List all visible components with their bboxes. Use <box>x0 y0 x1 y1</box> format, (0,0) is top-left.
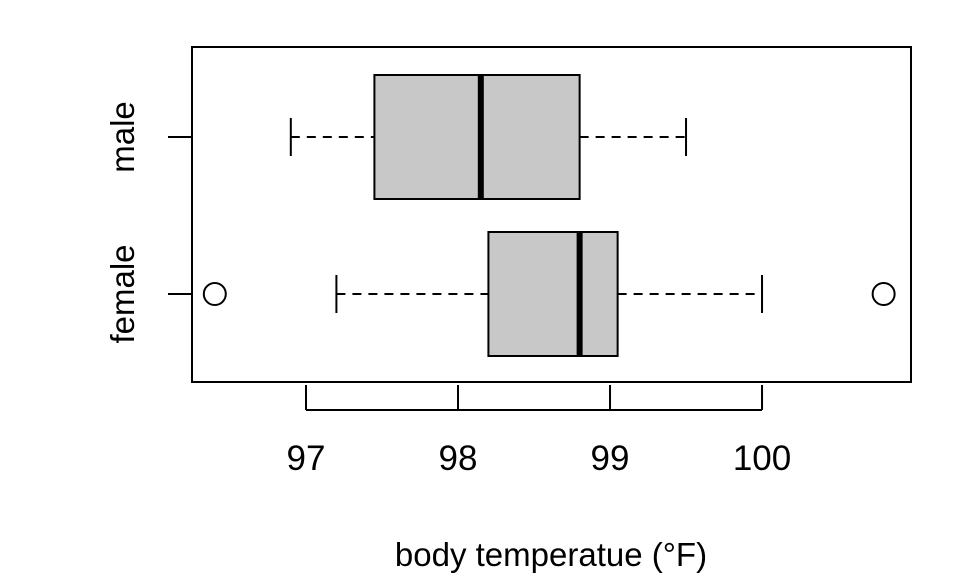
boxplot-male <box>289 74 688 200</box>
x-tick-label: 100 <box>733 439 791 478</box>
x-tick-label: 99 <box>591 439 630 478</box>
category-label-male: male <box>104 101 141 173</box>
category-label-female: female <box>104 244 141 343</box>
boxes-layer <box>202 74 896 357</box>
box-iqr <box>487 231 619 357</box>
plot-frame <box>191 46 912 383</box>
outlier-point <box>202 282 227 306</box>
x-axis-title: body temperatue (°F) <box>395 536 707 573</box>
x-tick-label: 97 <box>287 439 326 478</box>
x-tick-label: 98 <box>439 439 478 478</box>
x-axis: 97 98 99 100 <box>287 385 791 478</box>
box-iqr <box>373 74 581 200</box>
boxplot-female <box>202 231 896 357</box>
outlier-point <box>871 282 896 306</box>
y-axis: male female <box>104 101 192 344</box>
